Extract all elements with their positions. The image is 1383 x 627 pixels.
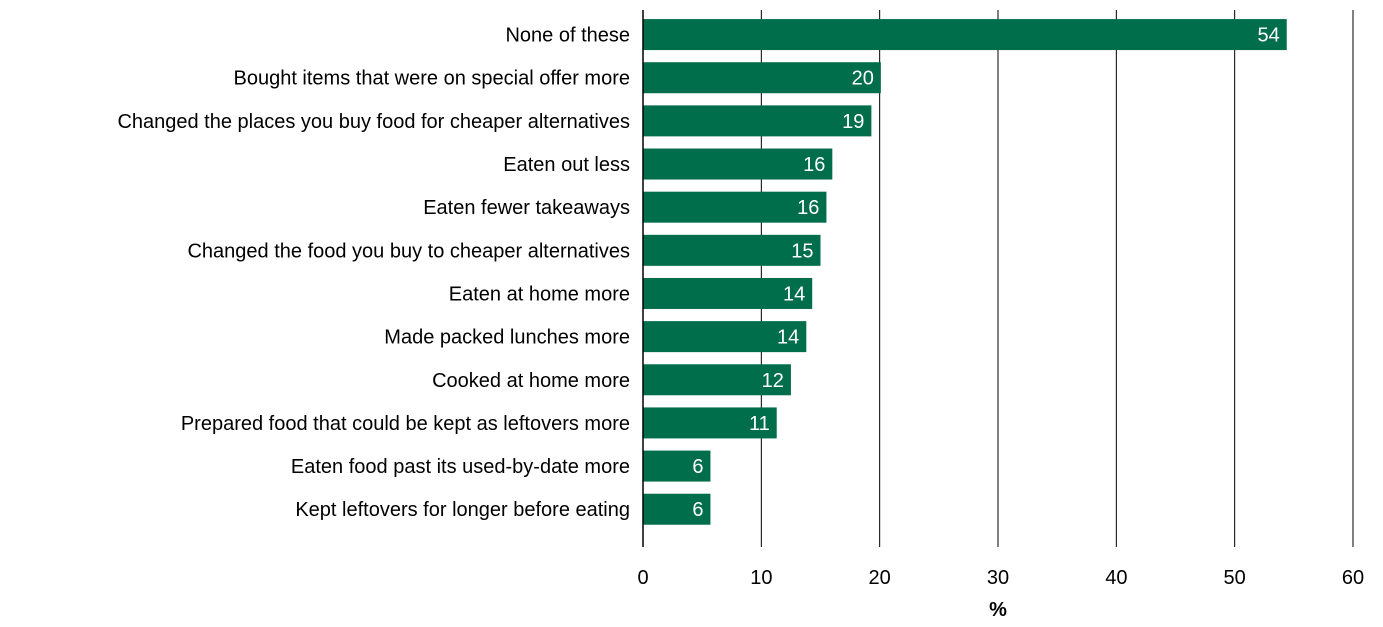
x-tick-label: 20 xyxy=(869,567,891,589)
bar xyxy=(643,234,821,266)
bar xyxy=(643,105,872,137)
bar xyxy=(643,191,827,223)
gridlines xyxy=(760,10,1354,547)
x-axis-title: % xyxy=(989,599,1007,621)
bar xyxy=(643,364,791,396)
axes: 0 10 20 30 40 50 60 xyxy=(637,10,1364,589)
data-label: 6 xyxy=(692,456,703,478)
x-tick-label: 0 xyxy=(637,567,648,589)
bar xyxy=(643,62,881,94)
category-label: Kept leftovers for longer before eating xyxy=(295,499,630,521)
data-label: 15 xyxy=(791,240,813,262)
data-label: 11 xyxy=(749,413,770,435)
data-label: 16 xyxy=(797,197,819,219)
bar xyxy=(643,148,833,180)
category-label: Made packed lunches more xyxy=(384,327,630,349)
category-label: Prepared food that could be kept as left… xyxy=(181,413,630,435)
bar xyxy=(643,321,807,353)
data-label: 19 xyxy=(842,111,864,133)
data-label: 54 xyxy=(1257,25,1279,47)
bars xyxy=(643,19,1287,525)
labels: None of these 54 Bought items that were on… xyxy=(117,25,1279,522)
bar xyxy=(643,450,711,482)
bar xyxy=(643,19,1287,51)
x-tick-label: 50 xyxy=(1224,567,1246,589)
category-label: None of these xyxy=(505,25,630,47)
x-tick-label: 10 xyxy=(750,567,772,589)
bar xyxy=(643,407,777,439)
data-label: 14 xyxy=(783,283,805,305)
category-label: Eaten at home more xyxy=(449,283,630,305)
data-label: 14 xyxy=(777,327,799,349)
data-label: 12 xyxy=(762,370,784,392)
category-label: Bought items that were on special offer … xyxy=(233,68,630,90)
category-label: Changed the food you buy to cheaper alte… xyxy=(187,240,630,262)
data-label: 6 xyxy=(692,499,703,521)
bar xyxy=(643,277,813,309)
x-tick-label: 30 xyxy=(987,567,1009,589)
x-tick-label: 60 xyxy=(1342,567,1364,589)
category-label: Eaten out less xyxy=(503,154,630,176)
category-label: Changed the places you buy food for chea… xyxy=(117,111,630,133)
category-label: Cooked at home more xyxy=(432,370,630,392)
x-tick-label: 40 xyxy=(1105,567,1127,589)
data-label: 20 xyxy=(852,68,874,90)
data-label: 16 xyxy=(803,154,825,176)
category-label: Eaten fewer takeaways xyxy=(423,197,630,219)
category-label: Eaten food past its used-by-date more xyxy=(291,456,630,478)
bar xyxy=(643,493,711,525)
